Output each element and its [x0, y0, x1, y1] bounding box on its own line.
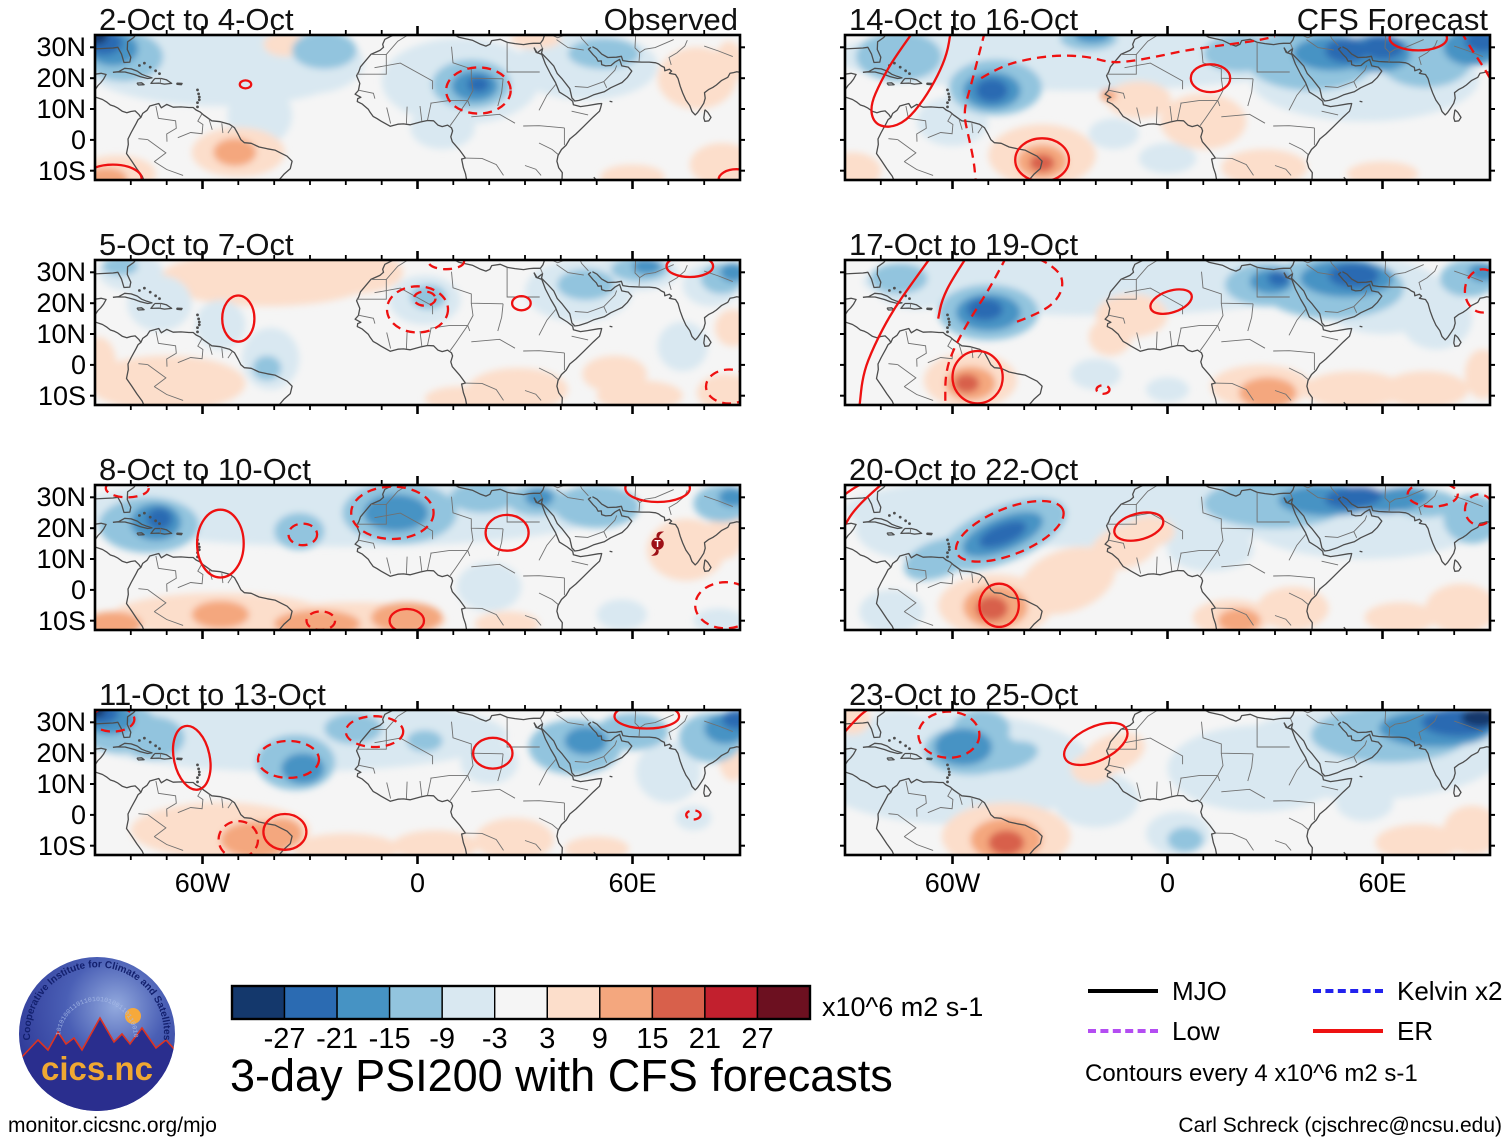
colorbar-tick-label: 15: [636, 1023, 669, 1055]
y-axis-label: 30N: [36, 32, 86, 63]
x-axis-label: 60E: [608, 868, 657, 898]
legend-label: Kelvin x2: [1397, 976, 1503, 1006]
y-axis-label: 20N: [36, 288, 86, 319]
legend-line-sample: [1088, 1029, 1158, 1033]
cicsnc-logo: 1010100110110101010011011001010110100101…: [14, 949, 178, 1114]
legend-line-sample: [1313, 1029, 1383, 1033]
colorbar-tick-label: -21: [316, 1023, 359, 1055]
y-axis-label: 10N: [36, 544, 86, 575]
y-axis-label: 0: [70, 799, 86, 830]
map-panel-7: 20-Oct to 22-Oct: [840, 452, 1495, 639]
x-axis-label: 60W: [174, 868, 231, 898]
colorbar-tick-label: -27: [263, 1023, 306, 1055]
footer-url: monitor.cicsnc.org/mjo: [8, 1114, 217, 1137]
colorbar-tick-label: 21: [688, 1023, 722, 1055]
legend-line-sample: [1088, 989, 1158, 993]
legend-label: Low: [1172, 1016, 1220, 1046]
legend-label: ER: [1397, 1016, 1434, 1046]
legend-label: MJO: [1172, 976, 1227, 1006]
y-axis-label: 20N: [36, 738, 86, 769]
y-axis-label: 10S: [37, 605, 86, 636]
x-axis-label: 0: [409, 868, 426, 898]
y-axis-label: 10S: [37, 155, 86, 186]
map-panel-2: 5-Oct to 7-Oct: [90, 227, 745, 414]
y-axis-label: 30N: [36, 257, 86, 288]
panel-date-range: 20-Oct to 22-Oct: [849, 452, 1079, 487]
panel-date-range: 14-Oct to 16-Oct: [849, 2, 1079, 37]
legend-item-kelvin-x2: Kelvin x2: [1313, 976, 1510, 1006]
figure-title: 3-day PSI200 with CFS forecasts: [230, 1050, 893, 1101]
map-panel-3: 8-Oct to 10-Oct T: [90, 452, 745, 639]
logo-text: cics.nc: [41, 1050, 153, 1087]
panel-date-range: 17-Oct to 19-Oct: [849, 227, 1079, 262]
panel-date-range: 8-Oct to 10-Oct: [99, 452, 311, 487]
y-axis-label: 20N: [36, 63, 86, 94]
y-axis-label: 10N: [36, 319, 86, 350]
y-axis-label: 0: [70, 124, 86, 155]
colorbar: [230, 984, 812, 1066]
x-axis-label: 60E: [1358, 868, 1407, 898]
panel-date-range: 2-Oct to 4-Oct: [99, 2, 294, 37]
colorbar-tick-label: 3: [539, 1023, 556, 1055]
y-axis-label: 30N: [36, 707, 86, 738]
legend-item-mjo: MJO: [1088, 976, 1288, 1006]
x-axis-label: 0: [1159, 868, 1176, 898]
y-axis-label: 10S: [37, 380, 86, 411]
map-panel-4: 11-Oct to 13-Oct: [90, 677, 745, 864]
map-panel-1: 2-Oct to 4-Oct Observed: [90, 2, 745, 189]
y-axis-label: 20N: [36, 513, 86, 544]
y-axis-label: 30N: [36, 482, 86, 513]
colorbar-tick-label: -9: [429, 1023, 456, 1055]
tropical-cyclone-icon: T: [651, 531, 665, 556]
y-axis-label: 10S: [37, 830, 86, 861]
y-axis-label: 10N: [36, 94, 86, 125]
y-axis-label: 0: [70, 574, 86, 605]
panel-date-range: 5-Oct to 7-Oct: [99, 227, 294, 262]
legend-line-sample: [1313, 989, 1383, 993]
legend-item-low: Low: [1088, 1016, 1288, 1046]
x-axis-label: 60W: [924, 868, 981, 898]
map-panel-8: 23-Oct to 25-Oct: [840, 677, 1495, 864]
y-axis-label: 10N: [36, 769, 86, 800]
colorbar-units: x10^6 m2 s-1: [822, 992, 984, 1022]
panel-date-range: 23-Oct to 25-Oct: [849, 677, 1079, 712]
legend-item-er: ER: [1313, 1016, 1510, 1046]
panel-date-range: 11-Oct to 13-Oct: [99, 677, 326, 712]
legend-note: Contours every 4 x10^6 m2 s-1: [1085, 1060, 1418, 1087]
footer-contact: Carl Schreck (cjschrec@ncsu.edu): [1178, 1114, 1502, 1137]
map-panel-5: 14-Oct to 16-Oct CFS Forecast: [840, 2, 1495, 189]
map-panel-6: 17-Oct to 19-Oct: [840, 227, 1495, 414]
colorbar-tick-label: 27: [741, 1023, 774, 1055]
svg-text:T: T: [655, 539, 661, 550]
colorbar-tick-label: -3: [481, 1023, 508, 1055]
colorbar-tick-label: 9: [591, 1023, 608, 1055]
panel-source-label: Observed: [603, 2, 738, 37]
panel-source-label: CFS Forecast: [1296, 2, 1488, 37]
colorbar-tick-label: -15: [368, 1023, 411, 1055]
y-axis-label: 0: [70, 349, 86, 380]
